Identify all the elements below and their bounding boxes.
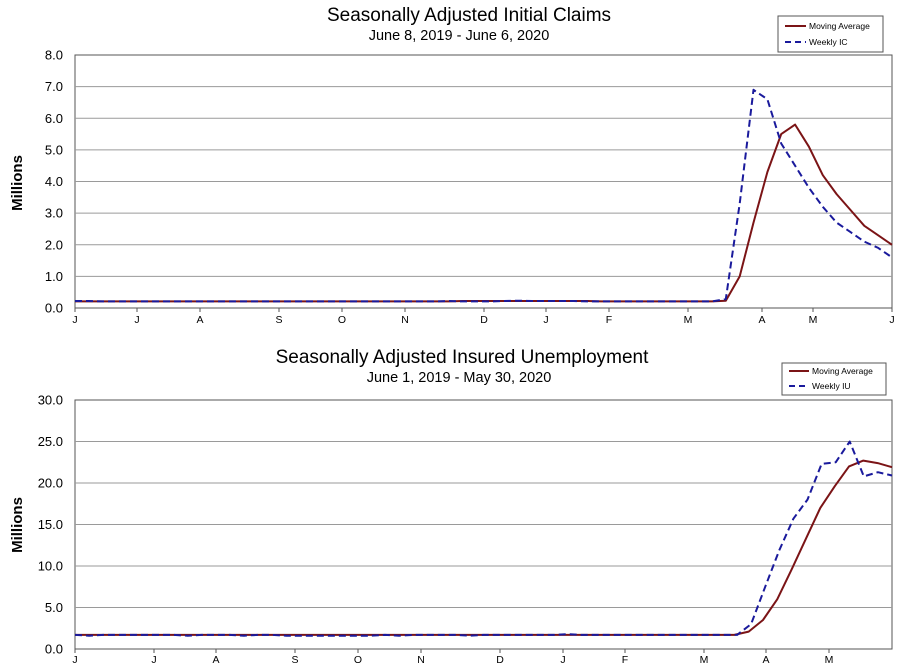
legend-label-moving-average: Moving Average (809, 21, 870, 31)
chart-subtitle: June 8, 2019 - June 6, 2020 (369, 28, 550, 44)
y-axis-label: Millions (9, 155, 26, 211)
x-tick-label: M (700, 654, 709, 666)
legend-box (777, 15, 884, 53)
x-tick-label: M (809, 314, 818, 326)
y-tick-labels: 0.0 1.0 2.0 3.0 4.0 5.0 6.0 7.0 8.0 (45, 48, 63, 316)
x-tick-label: D (496, 654, 504, 666)
x-tick-label: J (72, 654, 77, 666)
x-tick-label: D (480, 314, 488, 326)
x-tick-label: J (72, 314, 77, 326)
y-tick-label: 0.0 (45, 301, 63, 316)
x-tick-label: M (684, 314, 693, 326)
series-lines (75, 88, 893, 303)
gridlines (75, 86, 892, 277)
chart-subtitle: June 1, 2019 - May 30, 2020 (367, 370, 552, 386)
legend-label-weekly: Weekly IU (812, 381, 851, 391)
legend-box (781, 362, 887, 396)
series-line-weekly (74, 440, 893, 637)
y-tick-label: 8.0 (45, 48, 63, 63)
x-tick-label: J (889, 314, 894, 326)
x-tick-label: F (622, 654, 628, 666)
y-tick-label: 5.0 (45, 142, 63, 157)
series-line-weekly (75, 88, 893, 303)
y-tick-label: 4.0 (45, 174, 63, 189)
x-tick-label: J (560, 654, 565, 666)
x-tick-label: O (354, 654, 362, 666)
x-tick-label: F (606, 314, 612, 326)
initial-claims-chart: Seasonally Adjusted Initial Claims June … (9, 5, 895, 326)
series-lines (74, 440, 893, 637)
y-tick-label: 5.0 (45, 600, 63, 615)
x-tick-label: O (338, 314, 346, 326)
legend-label-weekly: Weekly IC (809, 37, 848, 47)
y-tick-label: 2.0 (45, 237, 63, 252)
x-tick-label: J (134, 314, 139, 326)
x-tick-label: N (417, 654, 425, 666)
x-tick-label: A (196, 314, 203, 326)
y-axis-label: Millions (9, 497, 26, 553)
gridlines (75, 441, 892, 608)
insured-unemployment-chart: Seasonally Adjusted Insured Unemployment… (9, 347, 893, 666)
x-tick-label: A (762, 654, 769, 666)
y-tick-label: 1.0 (45, 269, 63, 284)
y-tick-label: 6.0 (45, 111, 63, 126)
legend: Moving Average Weekly IC (777, 15, 884, 53)
y-tick-label: 3.0 (45, 206, 63, 221)
y-tick-label: 0.0 (45, 642, 63, 657)
x-tick-label: M (825, 654, 834, 666)
legend-label-moving-average: Moving Average (812, 366, 873, 376)
x-tick-label: J (543, 314, 548, 326)
y-tick-label: 7.0 (45, 79, 63, 94)
x-tick-label: S (275, 314, 282, 326)
x-tick-label: S (291, 654, 298, 666)
legend: Moving Average Weekly IU (781, 362, 887, 396)
series-line-moving-average (75, 459, 893, 636)
x-tick-label: J (151, 654, 156, 666)
chart-title: Seasonally Adjusted Insured Unemployment (276, 347, 650, 368)
x-tick-label: N (401, 314, 409, 326)
chart-title: Seasonally Adjusted Initial Claims (327, 5, 611, 26)
x-tick-label: A (212, 654, 219, 666)
y-tick-label: 25.0 (38, 434, 63, 449)
y-tick-label: 20.0 (38, 476, 63, 491)
y-tick-label: 15.0 (38, 517, 63, 532)
y-tick-label: 10.0 (38, 559, 63, 574)
x-tick-label: A (758, 314, 765, 326)
y-tick-labels: 0.0 5.0 10.0 15.0 20.0 25.0 30.0 (38, 393, 63, 657)
y-tick-label: 30.0 (38, 393, 63, 408)
